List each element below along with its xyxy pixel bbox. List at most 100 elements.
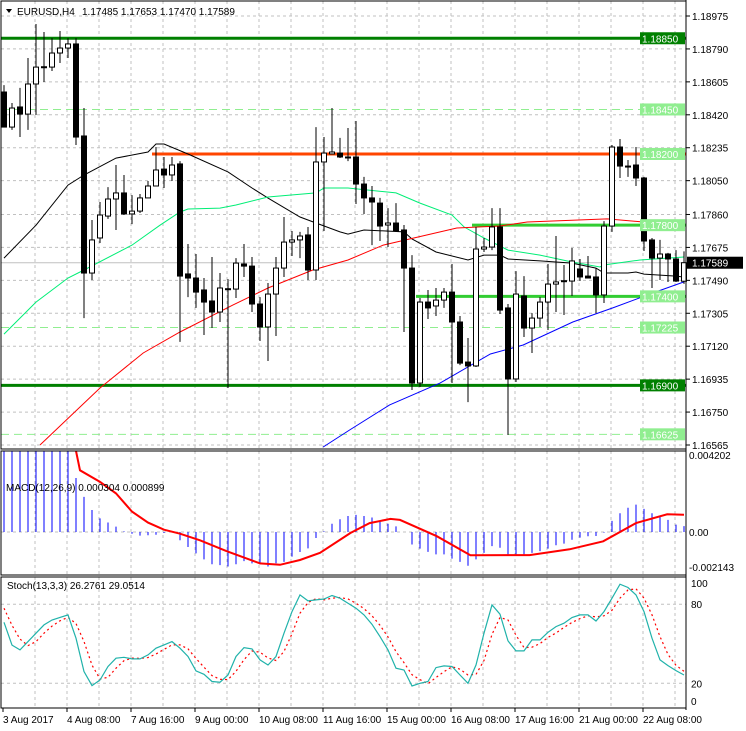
ohlc-values: 1.17485 1.17653 1.17470 1.17589 — [82, 7, 235, 18]
level-tag — [640, 321, 685, 334]
candle-bearish — [497, 226, 503, 311]
candle-bullish — [561, 280, 567, 283]
time-tick-label: 4 Aug 08:00 — [67, 715, 121, 726]
level-tag-label: 1.18850 — [642, 34, 679, 45]
price-tick-label: 1.17490 — [692, 276, 729, 287]
level-tag — [640, 103, 685, 116]
panel-frames — [0, 0, 687, 710]
candle-bullish — [297, 235, 303, 241]
price-tick-label: 1.17120 — [692, 342, 729, 353]
price-tick-label: 1.18235 — [692, 144, 729, 155]
candle-bearish — [521, 295, 527, 329]
candle-bullish — [601, 225, 607, 296]
candle-bearish — [393, 222, 399, 232]
candle-bearish — [1, 91, 7, 128]
time-tick-label: 21 Aug 00:00 — [579, 715, 638, 726]
candle-bullish — [169, 164, 175, 176]
candle-bullish — [65, 43, 71, 49]
price-tick-label: 1.18790 — [692, 45, 729, 56]
candle-bullish — [25, 83, 31, 115]
triangle-down-icon[interactable] — [6, 9, 12, 13]
candle-bullish — [529, 317, 535, 329]
price-tick-label: 1.17860 — [692, 210, 729, 221]
grid — [1, 1, 686, 708]
macd-label: MACD(12,26,9) 0.000304 0.000899 — [6, 483, 165, 494]
candle-bearish — [361, 183, 367, 199]
stoch-axis-label: 80 — [691, 600, 703, 611]
macd-signal-line — [75, 450, 685, 566]
candle-bullish — [313, 161, 319, 271]
level-tag — [640, 219, 685, 232]
candle-bullish — [113, 192, 119, 200]
candle-bearish — [177, 163, 183, 277]
candle-bullish — [97, 214, 103, 239]
candle-bearish — [17, 106, 23, 115]
candle-bearish — [401, 229, 407, 269]
candle-bearish — [353, 156, 359, 185]
level-tag-label: 1.18200 — [642, 150, 679, 161]
level-tag — [640, 428, 685, 441]
price-tick-label: 1.18420 — [692, 111, 729, 122]
candle-bullish — [553, 281, 559, 285]
candle-bearish — [377, 202, 383, 227]
time-tick-label: 16 Aug 08:00 — [451, 715, 510, 726]
candle-bullish — [129, 210, 135, 215]
level-tag-label: 1.17400 — [642, 292, 679, 303]
candle-bearish — [649, 239, 655, 259]
candle-bearish — [617, 146, 623, 167]
price-tick-label: 1.16750 — [692, 408, 729, 419]
candle-bearish — [593, 276, 599, 296]
stoch-axis-label: 0 — [691, 697, 697, 708]
level-tag-label: 1.16900 — [642, 381, 679, 392]
candle-bullish — [57, 47, 63, 54]
macd-axis-label: -0.002143 — [689, 563, 734, 574]
candle-bullish — [417, 301, 423, 384]
price-tick-label: 1.16565 — [692, 441, 729, 452]
level-tags: 1.18850 1.18450 1.18200 1.17800 1.17400 1.172… — [640, 32, 685, 441]
price-tick-label: 1.18605 — [692, 78, 729, 89]
candle-bearish — [425, 301, 431, 309]
macd-panel: MACD(12,26,9) 0.000304 0.000899 — [1, 450, 686, 567]
candle-bullish — [49, 52, 55, 68]
price-axis: 1.18975 1.18790 1.18605 1.18420 1.18235 1.180… — [686, 12, 743, 708]
candle-bullish — [329, 151, 335, 155]
candle-bullish — [513, 293, 519, 380]
candle-bearish — [305, 234, 311, 271]
price-tick-label: 1.18050 — [692, 177, 729, 188]
candle-bullish — [537, 301, 543, 319]
candle-bullish — [433, 299, 439, 307]
candle-bullish — [385, 222, 391, 226]
candle-bullish — [473, 248, 479, 367]
candle-bullish — [153, 169, 159, 187]
ma-blue-line — [322, 281, 685, 448]
candle-bullish — [321, 152, 327, 163]
candle-bullish — [289, 239, 295, 243]
candle-bullish — [609, 146, 615, 227]
candle-bullish — [9, 107, 15, 128]
ma-green-line — [3, 187, 685, 335]
level-tag — [640, 147, 685, 160]
candle-bearish — [465, 361, 471, 367]
level-tag-label: 1.16625 — [642, 430, 679, 441]
candle-bearish — [673, 258, 679, 282]
candle-bearish — [241, 263, 247, 267]
candle-bearish — [409, 267, 415, 384]
candle-bullish — [33, 66, 39, 85]
candle-bearish — [257, 303, 263, 328]
candle-bullish — [489, 226, 495, 248]
candle-bearish — [665, 253, 671, 260]
candle-bullish — [137, 197, 143, 212]
ma-red-line — [39, 218, 685, 446]
level-tag — [640, 379, 685, 392]
candle-bearish — [337, 152, 343, 158]
symbol-title: EURUSD,H4 — [17, 7, 75, 18]
candle-bearish — [201, 289, 207, 303]
candle-bullish — [281, 241, 287, 269]
candle-bearish — [193, 277, 199, 293]
candle-bearish — [345, 156, 351, 159]
candles — [1, 24, 687, 436]
candle-bearish — [641, 177, 647, 242]
candle-bearish — [161, 168, 167, 176]
candle-bearish — [625, 165, 631, 168]
